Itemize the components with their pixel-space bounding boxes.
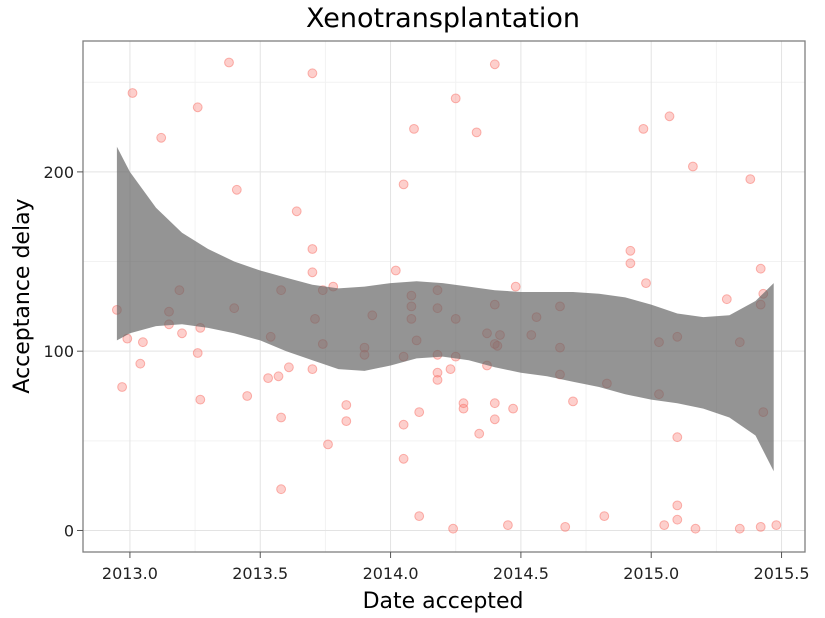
data-point xyxy=(503,520,513,530)
data-point xyxy=(117,382,127,392)
data-point xyxy=(599,511,610,521)
x-tick-label: 2013.0 xyxy=(102,564,158,583)
data-point xyxy=(560,522,571,532)
plot-border xyxy=(82,40,806,553)
data-point xyxy=(568,396,578,407)
data-point xyxy=(276,412,287,423)
x-tick-label: 2013.5 xyxy=(232,564,288,583)
data-point xyxy=(224,57,234,68)
data-point xyxy=(398,453,409,464)
data-point xyxy=(489,398,500,409)
data-point xyxy=(471,127,482,138)
data-point xyxy=(659,520,670,530)
data-point xyxy=(307,267,318,278)
data-point xyxy=(734,523,745,534)
data-point xyxy=(276,484,287,495)
data-point xyxy=(450,93,461,104)
data-point xyxy=(138,337,148,348)
data-point xyxy=(755,263,766,274)
chart-title: Xenotransplantation xyxy=(306,3,580,34)
data-point xyxy=(672,514,683,525)
plot-panel xyxy=(82,40,806,553)
x-tick-label: 2015.0 xyxy=(623,564,679,583)
data-point xyxy=(771,520,782,530)
data-point xyxy=(448,523,459,534)
data-point xyxy=(688,161,698,172)
data-point xyxy=(625,245,636,256)
data-point xyxy=(672,500,683,511)
data-point xyxy=(458,398,469,409)
x-tick-label: 2014.0 xyxy=(363,564,419,583)
data-point xyxy=(745,174,756,185)
y-tick-label: 100 xyxy=(43,342,74,361)
x-axis-title: Date accepted xyxy=(363,589,524,614)
data-point xyxy=(135,358,146,369)
data-point xyxy=(510,281,521,292)
data-point xyxy=(414,407,425,418)
data-point xyxy=(263,373,274,384)
data-point xyxy=(323,439,333,450)
data-point xyxy=(231,184,242,195)
data-point xyxy=(192,102,203,113)
y-tick-label: 200 xyxy=(43,163,74,182)
data-point xyxy=(432,367,443,378)
data-point xyxy=(390,265,401,276)
data-point xyxy=(664,111,675,122)
data-point xyxy=(192,348,203,358)
data-point xyxy=(474,428,485,439)
data-point xyxy=(458,403,469,414)
data-point xyxy=(409,123,419,134)
data-point xyxy=(291,206,302,217)
data-point xyxy=(489,414,500,425)
data-point xyxy=(307,244,318,254)
data-point xyxy=(307,68,318,79)
x-axis: 2013.0 2013.5 2014.0 2014.5 2015.0 2015.5 xyxy=(102,552,810,583)
data-point xyxy=(273,371,284,382)
y-axis: 0 100 200 xyxy=(43,163,83,540)
data-point xyxy=(398,419,409,430)
data-point xyxy=(127,88,138,98)
data-point xyxy=(445,364,456,375)
data-point xyxy=(414,511,425,521)
confidence-band xyxy=(116,146,774,472)
data-point xyxy=(195,394,206,405)
x-tick-label: 2015.5 xyxy=(754,564,810,583)
data-point xyxy=(341,400,352,410)
data-point xyxy=(508,403,518,414)
data-point xyxy=(625,258,636,269)
data-point xyxy=(156,132,167,143)
data-point xyxy=(690,523,701,534)
data-point xyxy=(177,328,187,339)
data-point xyxy=(721,294,732,305)
data-point xyxy=(398,179,409,190)
data-point xyxy=(432,375,443,385)
data-point xyxy=(489,59,500,70)
data-point xyxy=(307,364,318,375)
y-axis-title: Acceptance delay xyxy=(10,198,35,393)
data-point xyxy=(242,391,253,401)
data-point xyxy=(284,362,294,373)
data-point xyxy=(638,123,649,134)
y-tick-label: 0 xyxy=(64,521,74,540)
data-point xyxy=(672,432,683,443)
data-point xyxy=(755,522,766,532)
data-point xyxy=(341,416,352,427)
x-tick-label: 2014.5 xyxy=(493,564,549,583)
data-point xyxy=(641,278,651,289)
